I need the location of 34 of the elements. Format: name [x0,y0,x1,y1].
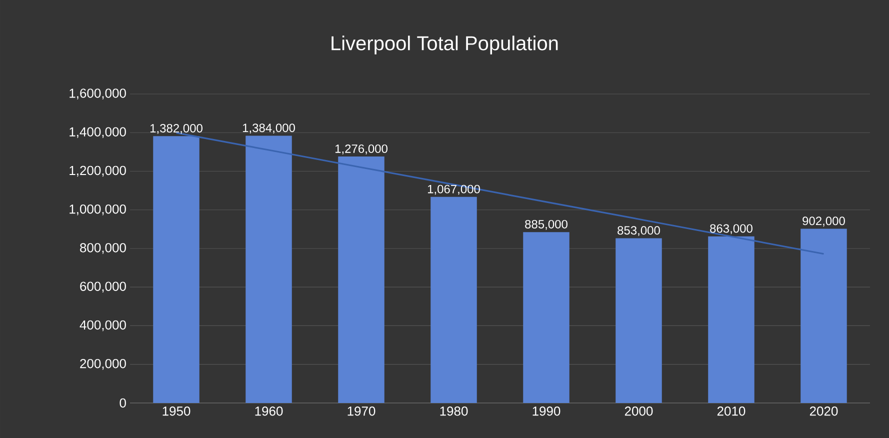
y-tick-label: 1,200,000 [70,166,126,177]
bar [800,228,847,403]
y-tick-label: 0 [120,398,126,408]
x-tick-label: 1970 [348,406,376,416]
x-tick-label: 1990 [532,406,560,416]
chart-title: Liverpool Total Population [332,36,558,54]
data-label: 1,382,000 [150,124,202,134]
data-label: 1,067,000 [428,184,480,195]
x-tick-label: 2020 [810,406,838,416]
data-label: 885,000 [525,220,568,230]
y-tick-label: 1,000,000 [70,204,126,216]
y-tick-label: 1,600,000 [70,88,126,100]
data-label: 1,276,000 [335,144,388,154]
bar [708,236,754,403]
y-tick-label: 800,000 [80,243,126,254]
bar [246,136,292,403]
bar [153,136,200,403]
x-tick-label: 1960 [255,406,283,416]
bar [338,156,384,403]
y-tick-label: 200,000 [80,358,126,370]
bar [430,196,477,403]
bar [523,232,570,403]
y-tick-label: 400,000 [80,320,126,332]
x-tick-label: 1950 [162,406,190,416]
data-label: 1,384,000 [242,124,295,134]
data-label: 853,000 [618,226,660,236]
y-tick-label: 1,400,000 [70,127,126,138]
x-tick-label: 2010 [717,406,746,416]
bar [616,238,662,403]
y-tick-label: 600,000 [80,282,126,292]
data-label: 863,000 [710,224,752,234]
x-tick-label: 1980 [440,406,468,416]
x-tick-label: 2000 [624,406,653,416]
data-label: 902,000 [802,216,845,227]
